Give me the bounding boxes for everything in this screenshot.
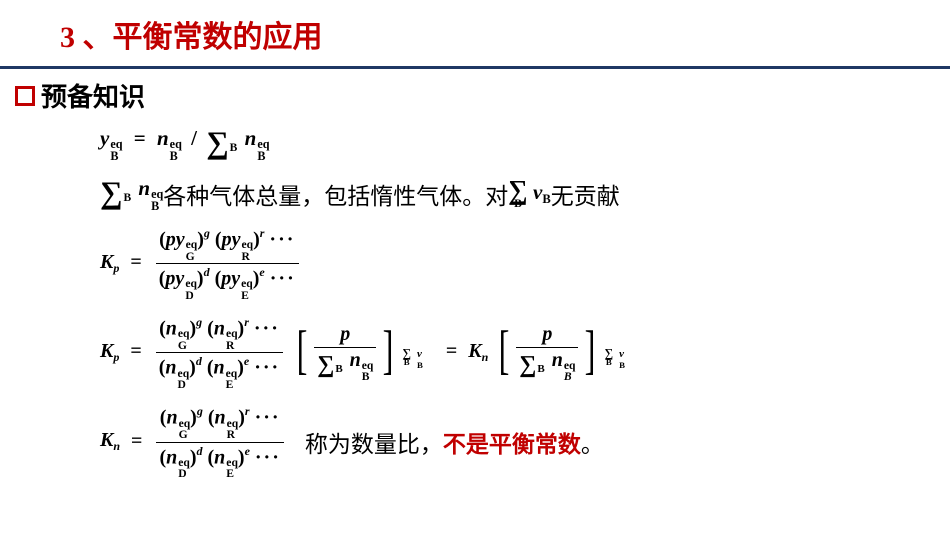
bullet-icon <box>15 86 35 106</box>
equation-4: Kp = (neqG)g (neqR)r ··· (neqD)d (neqE)e… <box>100 315 910 390</box>
var-n: n <box>157 126 169 150</box>
equation-5: Kn = (neqG)g (neqR)r ··· (neqD)d (neqE)e… <box>100 404 910 479</box>
subhead-text: 预备知识 <box>41 77 145 114</box>
bracket-1: [ p ∑B neqB ] <box>293 323 397 383</box>
equals: = <box>134 126 146 150</box>
text-no-contribution: 无贡献 <box>551 177 620 211</box>
sigma: ∑ <box>100 180 122 205</box>
equation-2-row: ∑B neqB 各种气体总量，包括惰性气体。对 ∑ B νB 无贡献 <box>100 176 910 212</box>
bracket-2: [ p ∑B neqB ] <box>495 323 599 383</box>
content-area: yeqB = neqB / ∑B neqB ∑B neqB 各种气体总量，包括惰… <box>0 114 950 480</box>
divider <box>0 66 950 69</box>
var-y: y <box>100 126 109 150</box>
equation-3: Kp = (pyeqG)g (pyeqR)r ··· (pyeqD)d (pye… <box>100 226 910 301</box>
equation-1: yeqB = neqB / ∑B neqB <box>100 126 910 162</box>
var-nu: ν <box>533 180 542 204</box>
text-ratio-note: 称为数量比，不是平衡常数。 <box>305 425 604 459</box>
var-K: K <box>100 251 113 273</box>
text-total-gas: 各种气体总量，包括惰性气体。对 <box>163 177 508 211</box>
subsection-heading: 预备知识 <box>0 77 950 114</box>
sigma: ∑ <box>206 130 228 155</box>
section-title: 3 、平衡常数的应用 <box>0 0 950 62</box>
slash: / <box>191 126 197 150</box>
